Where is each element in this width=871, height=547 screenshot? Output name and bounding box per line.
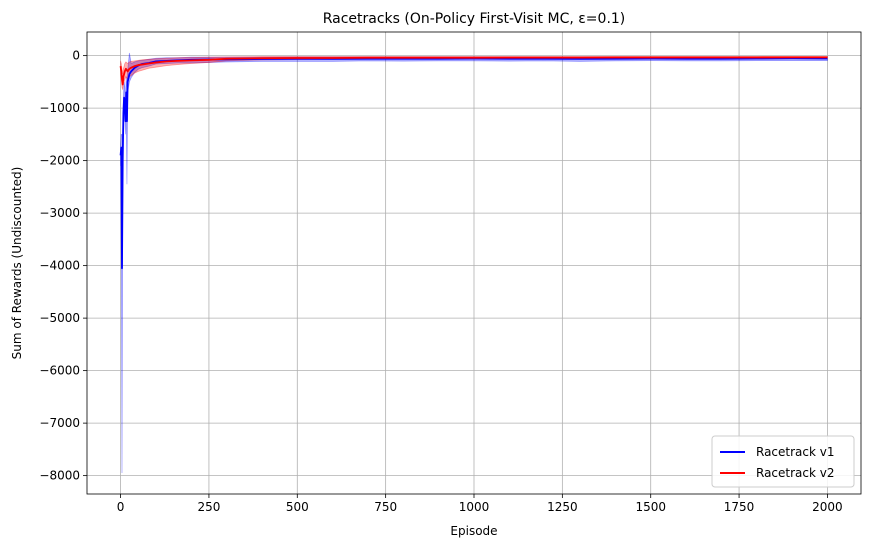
- x-tick-label: 500: [286, 500, 309, 514]
- legend-box: [711, 435, 855, 488]
- x-tick-label: 0: [117, 500, 125, 514]
- y-axis-label: Sum of Rewards (Undiscounted): [10, 167, 24, 360]
- x-tick-label: 1750: [724, 500, 755, 514]
- y-tick-label: −5000: [39, 311, 80, 325]
- y-tick-label: −8000: [39, 469, 80, 483]
- x-tick-label: 750: [374, 500, 397, 514]
- y-tick-label: −3000: [39, 206, 80, 220]
- y-tick-label: −7000: [39, 416, 80, 430]
- chart-title: Racetracks (On-Policy First-Visit MC, ε=…: [323, 11, 626, 27]
- y-tick-label: −2000: [39, 154, 80, 168]
- x-axis-label: Episode: [450, 524, 497, 538]
- legend-label-racetrack-v2: Racetrack v2: [756, 466, 835, 480]
- plot-area: [119, 52, 828, 474]
- y-tick-label: −6000: [39, 364, 80, 378]
- y-tick-label: −4000: [39, 259, 80, 273]
- series-line-racetrack-v2: [119, 56, 828, 86]
- x-tick-label: 1250: [547, 500, 578, 514]
- y-tick-label: −1000: [39, 101, 80, 115]
- y-tick-label: 0: [72, 49, 80, 63]
- x-tick-label: 2000: [812, 500, 843, 514]
- legend-label-racetrack-v1: Racetrack v1: [756, 445, 835, 459]
- x-tick-label: 1500: [635, 500, 666, 514]
- grid: [87, 32, 861, 494]
- legend: Racetrack v1 Racetrack v2: [711, 435, 855, 488]
- y-axis-ticks: 0 −1000 −2000 −3000 −4000 −5000 −6000 −7000 −800…: [39, 49, 87, 483]
- x-tick-label: 250: [197, 500, 220, 514]
- x-tick-label: 1000: [459, 500, 490, 514]
- series-lines: [119, 56, 828, 270]
- x-axis-ticks: 0 250 500 750 1000 1250 1500 1750 2000: [117, 494, 843, 514]
- band-racetrack-v1: [120, 52, 828, 474]
